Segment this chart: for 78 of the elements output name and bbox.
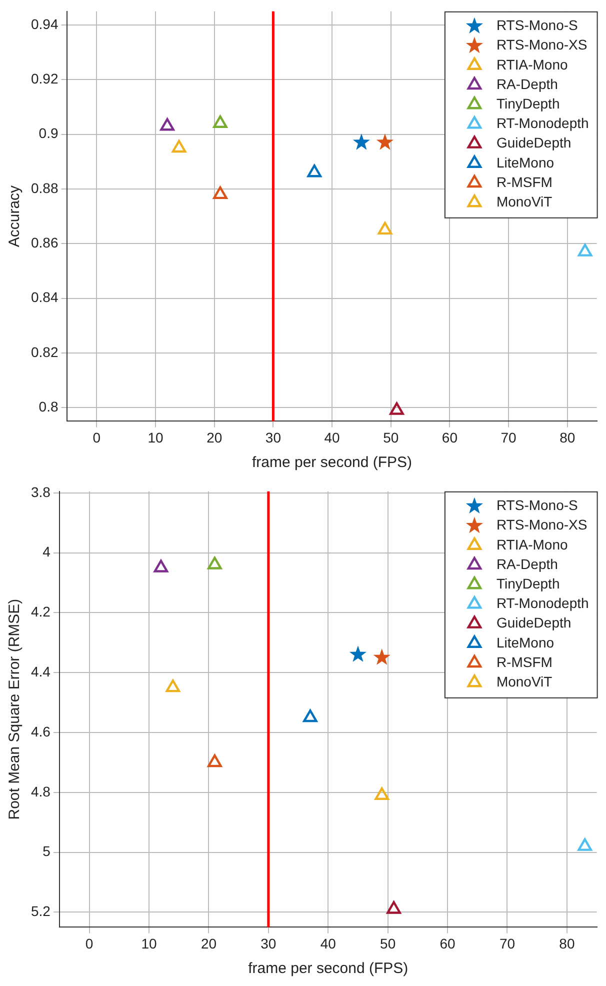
y-tick-label: 0.84 <box>31 289 58 306</box>
x-tick-label: 30 <box>265 429 282 446</box>
y-tick-label: 0.82 <box>31 344 58 360</box>
x-tick-label: 40 <box>324 429 340 446</box>
x-tick-label: 10 <box>148 429 164 446</box>
x-tick-label: 50 <box>383 429 399 446</box>
point <box>307 164 322 178</box>
x-axis-title: frame per second (FPS) <box>248 960 408 978</box>
y-tick-label: 4 <box>42 544 51 560</box>
point <box>376 134 394 150</box>
legend-label: RTS-Mono-XS <box>496 516 588 533</box>
legend-label: R-MSFM <box>496 654 552 670</box>
y-tick-label: 4.6 <box>30 723 51 740</box>
x-tick-label: 60 <box>440 935 456 952</box>
y-tick-label: 4.4 <box>30 663 51 680</box>
point <box>213 186 228 200</box>
y-tick-label: 0.88 <box>31 180 58 196</box>
legend-label: MonoViT <box>496 673 553 690</box>
y-axis-title: Accuracy <box>6 184 24 248</box>
legend-label: RA-Depth <box>496 76 558 92</box>
point <box>390 402 404 415</box>
y-tick-label: 4.2 <box>30 604 51 620</box>
legend-label: TinyDepth <box>496 95 560 112</box>
legend-label: RTS-Mono-XS <box>496 36 588 53</box>
point <box>349 646 367 662</box>
point <box>154 560 168 572</box>
legend-label: RTIA-Mono <box>496 536 568 552</box>
x-tick-label: 10 <box>141 935 158 952</box>
x-tick-label: 80 <box>560 429 576 446</box>
y-tick-label: 0.8 <box>38 398 58 414</box>
point <box>303 709 318 722</box>
y-tick-label: 0.86 <box>31 234 58 250</box>
legend-label: MonoViT <box>496 193 553 210</box>
legend-label: TinyDepth <box>496 575 560 592</box>
point <box>578 244 592 256</box>
legend-label: RTS-Mono-S <box>496 17 578 34</box>
legend-label: GuideDepth <box>496 614 572 631</box>
x-tick-label: 30 <box>260 935 276 952</box>
legend-label: R-MSFM <box>496 174 552 190</box>
x-tick-label: 70 <box>499 935 516 952</box>
y-tick-label: 0.92 <box>31 70 58 87</box>
legend-label: RTS-Mono-S <box>496 497 578 514</box>
point <box>208 556 222 570</box>
y-tick-label: 5.2 <box>30 903 51 920</box>
legend-label: RT-Monodepth <box>496 595 589 612</box>
point <box>213 115 228 128</box>
point <box>160 118 174 131</box>
y-tick-label: 3.8 <box>30 484 51 500</box>
point <box>352 134 370 150</box>
x-tick-label: 50 <box>380 935 396 952</box>
legend-label: LiteMono <box>496 634 554 650</box>
legend-label: GuideDepth <box>496 134 572 151</box>
x-tick-label: 80 <box>559 935 575 952</box>
x-tick-label: 20 <box>200 935 217 952</box>
legend-label: LiteMono <box>496 154 554 170</box>
x-tick-label: 60 <box>442 429 458 446</box>
legend-label: RTIA-Mono <box>496 56 568 72</box>
y-tick-label: 5 <box>42 843 51 860</box>
y-tick-label: 0.9 <box>38 125 58 142</box>
x-tick-label: 0 <box>92 429 101 446</box>
point <box>378 222 392 235</box>
point <box>208 754 222 768</box>
x-tick-label: 70 <box>500 429 517 446</box>
point <box>386 901 401 914</box>
x-tick-label: 20 <box>206 429 222 446</box>
y-tick-label: 4.8 <box>30 783 51 800</box>
x-axis-title: frame per second (FPS) <box>252 454 412 472</box>
point <box>578 838 592 851</box>
x-tick-label: 40 <box>320 935 336 952</box>
x-tick-label: 0 <box>85 935 94 952</box>
point <box>172 140 186 153</box>
legend-label: RA-Depth <box>496 556 558 572</box>
point <box>166 679 180 692</box>
legend-label: RT-Monodepth <box>496 115 589 132</box>
y-axis-title: Root Mean Square Error (RMSE) <box>6 598 24 820</box>
point <box>374 787 390 800</box>
point <box>373 648 390 665</box>
y-tick-label: 0.94 <box>31 16 58 32</box>
